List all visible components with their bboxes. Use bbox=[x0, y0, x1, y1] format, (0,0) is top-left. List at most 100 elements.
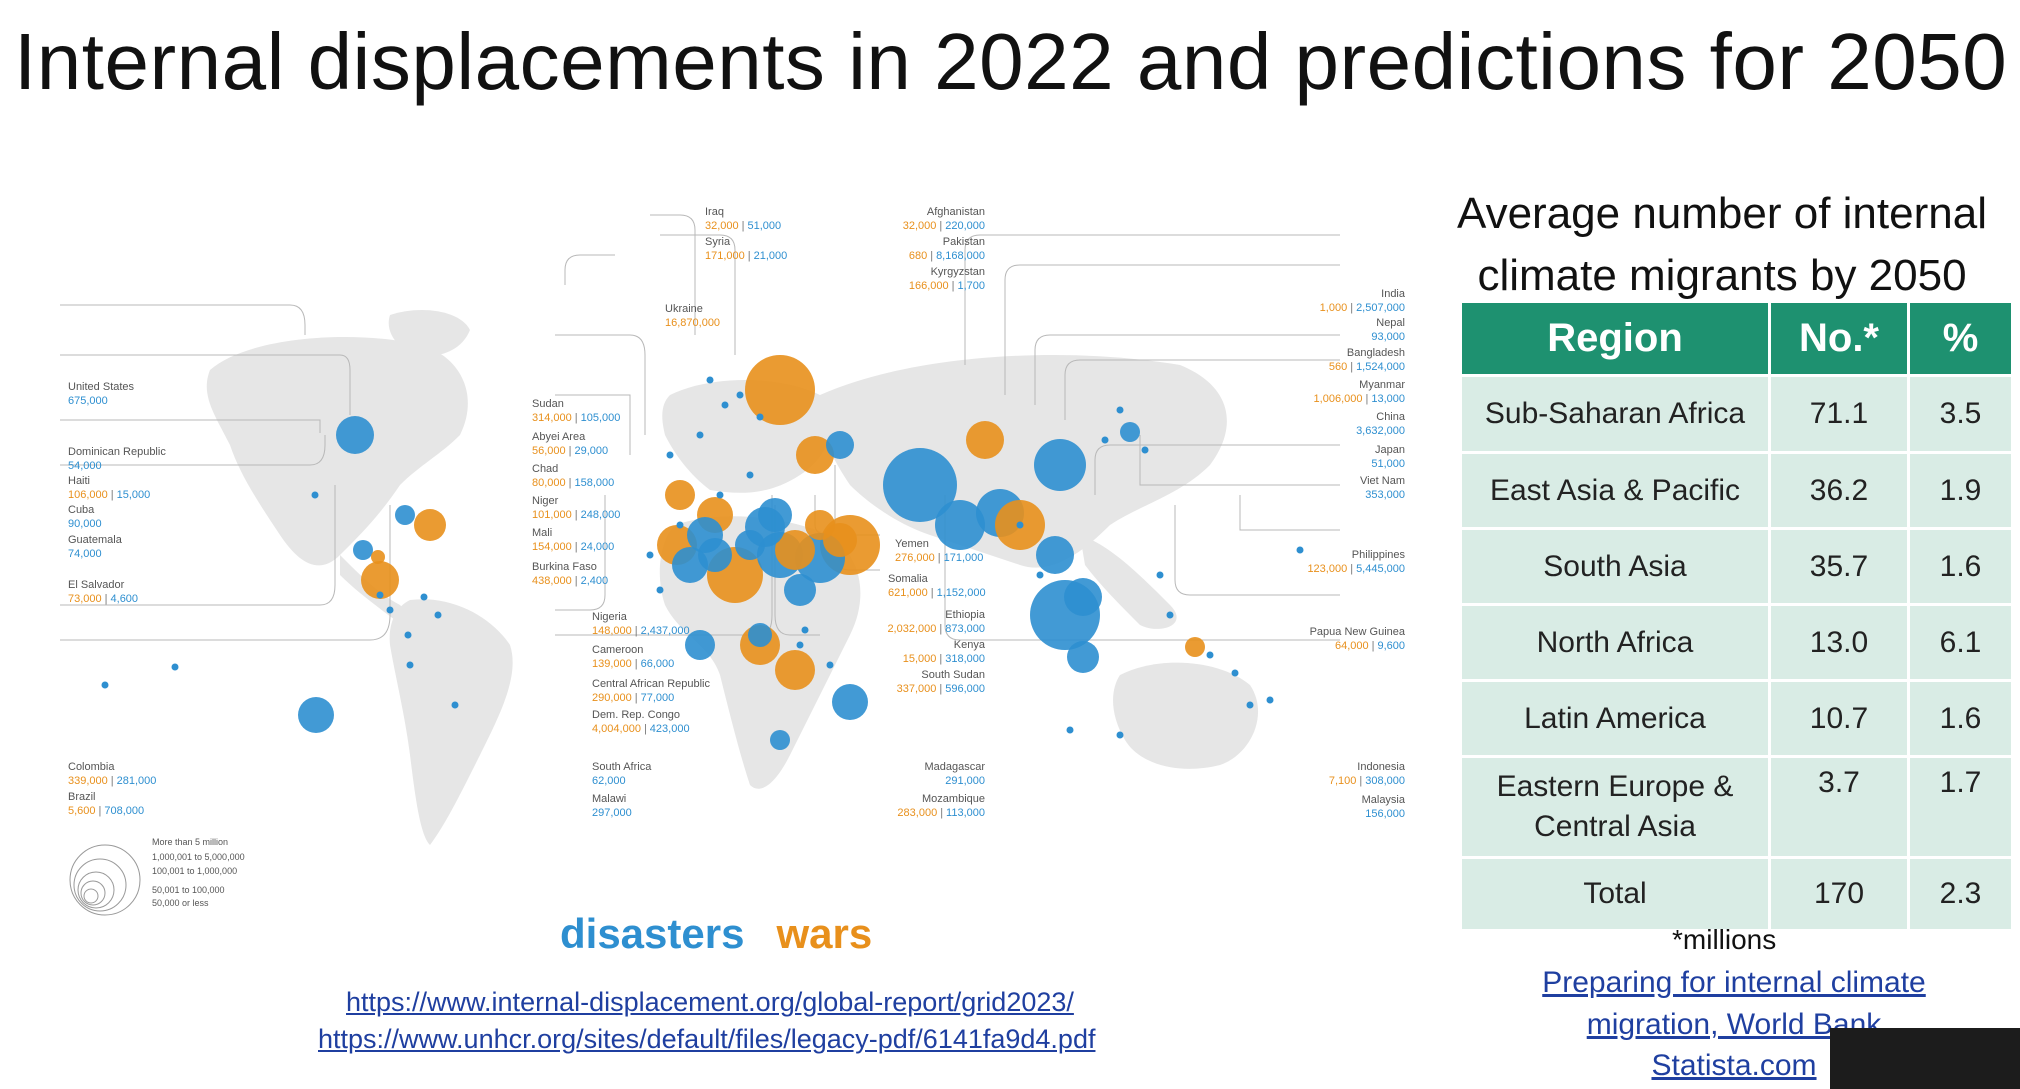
map-label-sudan: Sudan 314,000 | 105,000 bbox=[532, 397, 620, 425]
small-disaster-dot bbox=[1156, 571, 1164, 579]
map-label-southafrica: South Africa 62,000 bbox=[592, 760, 651, 788]
map-label-name: Abyei Area bbox=[532, 431, 586, 443]
map-label-values: 7,100 | 308,000 bbox=[1328, 775, 1405, 787]
table-footnote: *millions bbox=[1672, 924, 1777, 955]
map-label-name: Central African Republic bbox=[592, 678, 711, 690]
map-label-guatemala: Guatemala 74,000 bbox=[68, 533, 122, 561]
small-disaster-dot bbox=[1116, 406, 1124, 414]
legend-wars: wars bbox=[776, 910, 873, 957]
small-disaster-dot bbox=[706, 376, 714, 384]
small-disaster-dot bbox=[101, 681, 109, 689]
north-america-shape bbox=[206, 337, 468, 566]
small-disaster-dot bbox=[696, 431, 704, 439]
map-label-myanmar: Myanmar 1,006,000 | 13,000 bbox=[1314, 378, 1405, 406]
map-label-vietnam: Viet Nam 353,000 bbox=[1360, 474, 1405, 502]
small-disaster-dot bbox=[826, 661, 834, 669]
map-label-name: Kyrgyzstan bbox=[930, 266, 985, 278]
table-row: East Asia & Pacific 36.2 1.9 bbox=[1462, 454, 2011, 527]
map-label-cuba: Cuba 90,000 bbox=[68, 503, 102, 531]
table-row: North Africa 13.0 6.1 bbox=[1462, 606, 2011, 679]
cell-percent: 6.1 bbox=[1910, 606, 2011, 679]
map-label-niger: Niger 101,000 | 248,000 bbox=[532, 494, 620, 522]
disaster-bubble bbox=[745, 507, 785, 547]
map-label-ethiopia: Ethiopia 2,032,000 | 873,000 bbox=[887, 608, 985, 636]
source-link-idmc[interactable]: https://www.internal-displacement.org/gl… bbox=[346, 987, 1074, 1017]
statista-link[interactable]: Statista.com bbox=[1651, 1049, 1817, 1082]
map-label-madagascar: Madagascar 291,000 bbox=[924, 760, 985, 788]
map-label-values: 74,000 bbox=[68, 548, 102, 560]
map-label-malawi: Malawi 297,000 bbox=[592, 792, 632, 820]
map-label-name: Papua New Guinea bbox=[1309, 626, 1405, 638]
map-label-name: India bbox=[1381, 288, 1405, 300]
disaster-bubble bbox=[1034, 439, 1086, 491]
map-label-mali: Mali 154,000 | 24,000 bbox=[532, 526, 614, 554]
map-label-name: Burkina Faso bbox=[532, 561, 597, 573]
small-disaster-dot bbox=[171, 663, 179, 671]
map-label-png: Papua New Guinea 64,000 | 9,600 bbox=[1310, 625, 1405, 653]
greenland-shape bbox=[388, 310, 470, 356]
table-header-row: Region No.* % bbox=[1462, 303, 2011, 374]
table-row: Total 170 2.3 bbox=[1462, 859, 2011, 929]
map-label-name: Cuba bbox=[68, 504, 95, 516]
map-label-name: Mozambique bbox=[922, 793, 985, 805]
war-bubble bbox=[805, 510, 835, 540]
cell-region: East Asia & Pacific bbox=[1462, 454, 1768, 527]
map-label-name: Ukraine bbox=[665, 303, 703, 315]
small-disaster-dot bbox=[404, 631, 412, 639]
map-label-name: Afghanistan bbox=[926, 206, 985, 218]
small-disaster-dot bbox=[451, 701, 459, 709]
small-disaster-dot bbox=[796, 641, 804, 649]
map-label-southsudan: South Sudan 337,000 | 596,000 bbox=[897, 668, 985, 696]
small-disaster-dot bbox=[311, 491, 319, 499]
south-america-shape bbox=[389, 599, 513, 845]
cell-region: Total bbox=[1462, 859, 1768, 929]
map-label-name: Haiti bbox=[68, 475, 91, 487]
map-label-colombia: Colombia 339,000 | 281,000 bbox=[68, 760, 156, 788]
map-label-values: 337,000 | 596,000 bbox=[896, 683, 985, 695]
map-label-values: 621,000 | 1,152,000 bbox=[888, 587, 986, 599]
small-disaster-dot bbox=[801, 626, 809, 634]
map-label-values: 1,000 | 2,507,000 bbox=[1319, 302, 1405, 314]
map-label-name: Chad bbox=[532, 463, 559, 475]
disaster-bubble bbox=[935, 500, 985, 550]
cell-region: Sub-Saharan Africa bbox=[1462, 377, 1768, 451]
small-disaster-dot bbox=[1036, 571, 1044, 579]
map-label-indonesia: Indonesia 7,100 | 308,000 bbox=[1329, 760, 1405, 788]
map-label-name: Madagascar bbox=[924, 761, 985, 773]
map-label-dominican: Dominican Republic 54,000 bbox=[68, 445, 166, 473]
header-percent: % bbox=[1910, 303, 2011, 374]
map-label-usa: United States 675,000 bbox=[68, 380, 134, 408]
southeast-asia-shape bbox=[1080, 535, 1177, 629]
disaster-bubble bbox=[336, 416, 374, 454]
map-label-name: Philippines bbox=[1351, 549, 1405, 561]
map-label-values: 283,000 | 113,000 bbox=[897, 807, 985, 819]
small-disaster-dot bbox=[666, 451, 674, 459]
australia-shape bbox=[1113, 662, 1259, 769]
small-disaster-dot bbox=[746, 471, 754, 479]
map-label-values: 56,000 | 29,000 bbox=[532, 445, 609, 457]
small-disaster-dot bbox=[1231, 669, 1239, 677]
map-label-name: Dem. Rep. Congo bbox=[592, 709, 681, 721]
map-label-name: Sudan bbox=[532, 398, 564, 410]
war-bubble bbox=[371, 550, 385, 564]
cell-number: 13.0 bbox=[1771, 606, 1907, 679]
map-label-car: Central African Republic 290,000 | 77,000 bbox=[592, 677, 710, 705]
war-bubble bbox=[745, 355, 815, 425]
cell-number: 35.7 bbox=[1771, 530, 1907, 603]
map-label-values: 54,000 bbox=[68, 460, 102, 472]
small-disaster-dot bbox=[1116, 731, 1124, 739]
source-link-unhcr[interactable]: https://www.unhcr.org/sites/default/file… bbox=[318, 1024, 1096, 1054]
map-label-brazil: Brazil 5,600 | 708,000 bbox=[68, 790, 144, 818]
map-label-values: 51,000 bbox=[1371, 458, 1405, 470]
worldbank-link-line1[interactable]: Preparing for internal climate bbox=[1542, 966, 1926, 999]
map-label-malaysia: Malaysia 156,000 bbox=[1362, 793, 1405, 821]
map-label-name: Dominican Republic bbox=[68, 446, 166, 458]
cell-percent: 1.6 bbox=[1910, 682, 2011, 755]
map-label-values: 1,006,000 | 13,000 bbox=[1313, 393, 1405, 405]
disaster-bubble bbox=[395, 505, 415, 525]
map-label-values: 64,000 | 9,600 bbox=[1334, 640, 1405, 652]
map-label-values: 291,000 bbox=[945, 775, 985, 787]
map-label-name: Japan bbox=[1375, 444, 1405, 456]
small-disaster-dot bbox=[1206, 651, 1214, 659]
map-label-burkina: Burkina Faso 438,000 | 2,400 bbox=[532, 560, 608, 588]
